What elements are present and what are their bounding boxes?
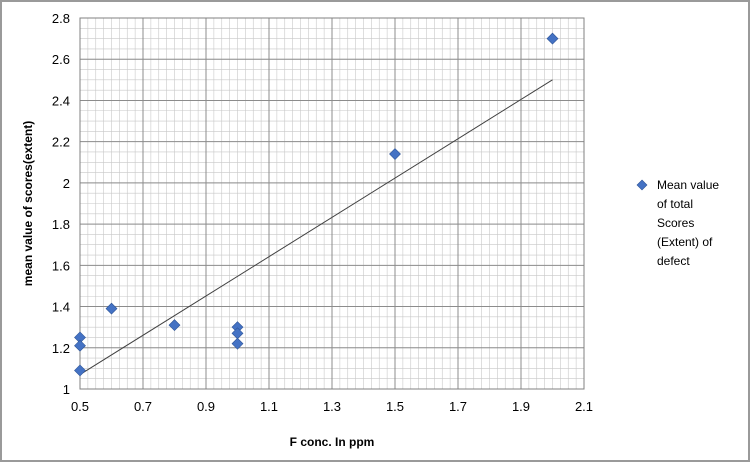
y-tick-label: 2.2 [52,135,70,150]
plot-area [79,17,585,390]
x-tick-label: 1.7 [449,399,467,414]
y-tick-label: 2.6 [52,52,70,67]
y-axis-title: mean value of scores(extent) [21,121,35,286]
y-tick-label: 1 [63,382,70,397]
y-tick-label: 1.2 [52,341,70,356]
data-point [74,339,86,352]
y-tick-label: 1.8 [52,217,70,232]
x-tick-label: 1.9 [512,399,530,414]
legend-label-line: Mean value [657,178,719,192]
data-point [231,337,244,350]
y-tick-label: 1.6 [52,258,70,273]
data-point [389,148,401,160]
x-tick-label: 1.3 [323,399,341,414]
data-point [74,364,86,377]
x-tick-label: 1.5 [386,399,404,414]
legend-marker [636,179,648,191]
data-point [546,32,559,45]
legend-label-line: Scores [657,216,694,230]
y-axis-ticks: 1 1.2 1.4 1.6 1.8 2 2.2 2.4 2.6 2.8 [52,11,70,397]
legend-label-line: (Extent) of [657,235,713,249]
x-tick-label: 2.1 [575,399,593,414]
data-point [105,302,118,315]
y-tick-label: 2 [63,176,70,191]
legend-label-line: defect [657,254,690,268]
x-axis-title: F conc. In ppm [290,435,375,449]
y-tick-label: 2.4 [52,93,70,108]
x-tick-label: 0.9 [197,399,215,414]
data-points [74,32,559,377]
y-tick-label: 2.8 [52,11,70,26]
y-tick-label: 1.4 [52,300,70,315]
x-axis-ticks: 0.5 0.7 0.9 1.1 1.3 1.5 1.7 1.9 2.1 [71,399,593,414]
x-tick-label: 1.1 [260,399,278,414]
trendline [79,79,553,375]
x-tick-label: 0.7 [134,399,152,414]
major-gridlines [79,17,585,390]
data-point [168,319,181,332]
x-tick-label: 0.5 [71,399,89,414]
legend-label-line: of total [657,197,693,211]
legend: Mean value of total Scores (Extent) of defec… [636,178,719,268]
